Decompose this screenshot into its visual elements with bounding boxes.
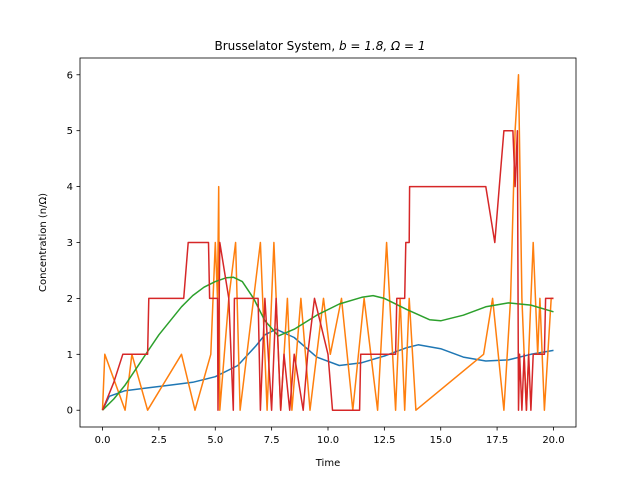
y-tick-label: 4 (67, 182, 73, 193)
series-group (101, 74, 554, 411)
x-tick-label: 12.5 (373, 435, 395, 446)
x-tick-label: 7.5 (264, 435, 280, 446)
y-tick-label: 5 (67, 126, 73, 137)
series-line-3 (101, 276, 554, 411)
x-tick-label: 5.0 (207, 435, 223, 446)
y-tick-label: 2 (67, 294, 73, 305)
x-tick-label: 20.0 (542, 435, 564, 446)
x-tick-label: 17.5 (486, 435, 508, 446)
chart-title-math: b = 1.8, Ω = 1 (339, 39, 426, 53)
x-axis-ticks: 0.0 2.5 5.0 7.5 10.0 12.5 15.0 17.5 20.0 (95, 427, 565, 446)
y-tick-label: 6 (67, 70, 73, 81)
y-tick-label: 1 (67, 350, 73, 361)
x-tick-label: 10.0 (317, 435, 339, 446)
y-tick-label: 0 (67, 406, 73, 417)
x-tick-label: 0.0 (95, 435, 111, 446)
chart-title-text: Brusselator System, (214, 39, 339, 53)
y-axis-label: Concentration (n/Ω) (38, 193, 49, 292)
chart-title: Brusselator System, b = 1.8, Ω = 1 (214, 39, 425, 53)
series-line-4 (101, 129, 554, 411)
series-line-2 (101, 74, 554, 411)
x-tick-label: 2.5 (151, 435, 167, 446)
y-axis-ticks: 0 1 2 3 4 5 6 (67, 70, 80, 417)
x-tick-label: 15.0 (430, 435, 452, 446)
x-axis-label: Time (315, 458, 340, 469)
y-tick-label: 3 (67, 238, 73, 249)
